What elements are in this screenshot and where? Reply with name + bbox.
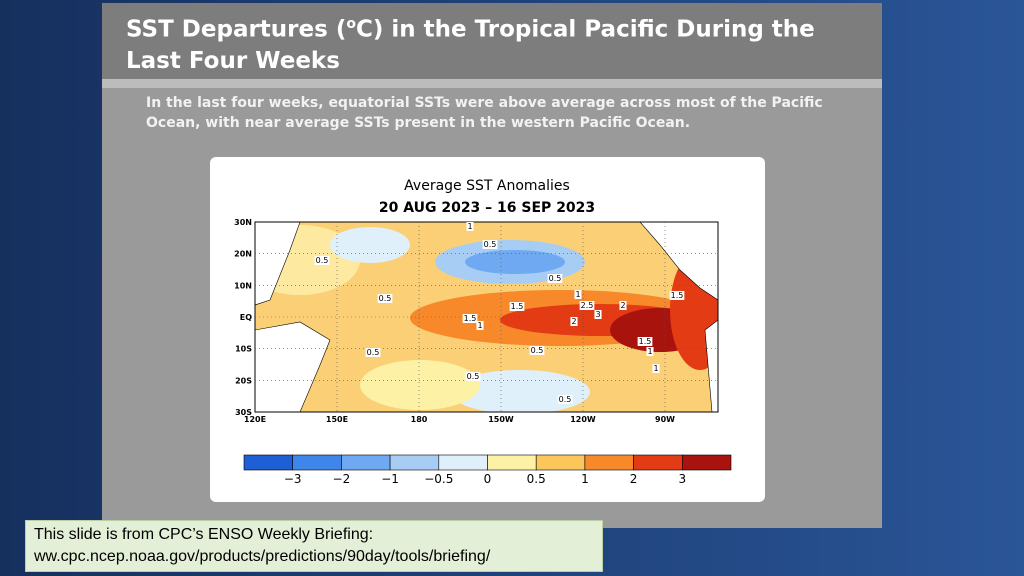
field-patch [450,370,590,412]
colorbar-swatch [292,454,342,471]
lat-label: 10N [234,281,252,290]
colorbar-swatch [633,454,683,471]
land-asia [255,222,301,306]
contour-label-bg [574,290,582,299]
contour-label-bg [462,314,478,323]
map-subtitle: 20 AUG 2023 – 16 SEP 2023 [379,200,595,216]
lon-label: 180 [411,415,428,424]
field-patch [360,360,480,410]
contour-label-bg [637,337,653,346]
contour-label: 2 [571,317,576,326]
contour-label-bg [314,256,330,265]
title-bar [102,3,882,79]
contour-label-bg [377,294,393,303]
contour-label: 0.5 [559,395,572,404]
contour-label: 2.5 [581,301,594,310]
colorbar-label: 0 [484,472,492,486]
contour-label-bg [476,321,484,330]
lon-label: 120W [570,415,596,424]
contour-label: 1 [653,364,658,373]
contour-label-bg [669,291,685,300]
contour-label-bg [557,395,573,404]
map-title: Average SST Anomalies [404,178,570,194]
colorbar-label: −1 [381,472,399,486]
contour-label-bg [466,222,474,231]
contour-label: 0.5 [316,256,329,265]
contour-label-bg [646,347,654,356]
field-patch [465,250,565,274]
title-stripe [102,79,882,88]
footer-line: This slide is from CPC’s ENSO Weekly Bri… [34,526,374,543]
lat-label: 20S [235,376,252,385]
colorbar-label: −2 [333,472,351,486]
lon-label: 150W [488,415,514,424]
contour-label-bg [652,364,660,373]
contour-label: 1.5 [511,302,524,311]
title-superscript: o [346,16,356,32]
field-patch [330,227,410,263]
colorbar-swatch [438,454,488,471]
lat-label: 20N [234,250,252,259]
lat-label: 10S [235,345,252,354]
lat-label: 30S [235,408,252,417]
contour-label-bg [365,348,381,357]
contour-label-bg [579,301,595,310]
contour-label: 0.5 [549,274,562,283]
colorbar-label: −0.5 [424,472,453,486]
contour-label: 1.5 [639,337,652,346]
colorbar-swatch [487,454,537,471]
footer-note: This slide is from CPC’s ENSO Weekly Bri… [25,520,603,572]
contour-label: 1.5 [464,314,477,323]
colorbar-swatch [681,454,732,471]
contour-label: 2 [620,301,625,310]
lon-label: 120E [244,415,266,424]
land-america [639,222,718,301]
footer-line: ww.cpc.ncep.noaa.gov/products/prediction… [34,548,491,565]
contour-label-bg [465,372,481,381]
contour-label-bg [547,274,563,283]
title-text: C) in the Tropical Pacific During the La… [126,16,815,74]
lon-label: 90W [655,415,675,424]
land-australia [255,321,331,412]
colorbar-label: −3 [284,472,302,486]
colorbar-label: 1 [581,472,589,486]
contour-label: 0.5 [367,348,380,357]
contour-label: 0.5 [531,346,544,355]
contour-label-bg [509,302,525,311]
contour-label: 0.5 [484,240,497,249]
contour-label-bg [482,240,498,249]
land-south-america [704,319,718,412]
contour-label: 0.5 [467,372,480,381]
contour-label-bg [594,310,602,319]
colorbar-swatch [341,454,391,471]
summary: In the last four weeks, equatorial SSTs … [146,95,823,131]
colorbar-swatch [535,454,586,471]
contour-label: 1.5 [671,291,684,300]
contour-label-bg [529,346,545,355]
colorbar-swatch [389,454,440,471]
lat-label: EQ [240,313,252,322]
contour-label: 1 [467,222,472,231]
slide-title: SST Departures (oC) in the Tropical Paci… [126,9,866,77]
colorbar-swatch [243,454,294,471]
contour-label: 0.5 [379,294,392,303]
contour-label: 1 [647,347,652,356]
title-text: SST Departures ( [126,16,347,43]
contour-label-bg [619,301,627,310]
lat-label: 30N [234,218,252,227]
colorbar-label: 3 [678,472,686,486]
colorbar-label: 0.5 [527,472,546,486]
colorbar-swatch [584,454,634,471]
sst-field [255,222,718,412]
contour-label-bg [570,317,578,326]
lon-label: 150E [326,415,348,424]
contour-label: 3 [595,310,600,319]
colorbar-label: 2 [630,472,638,486]
contour-label: 1 [575,290,580,299]
contour-label: 1 [477,321,482,330]
